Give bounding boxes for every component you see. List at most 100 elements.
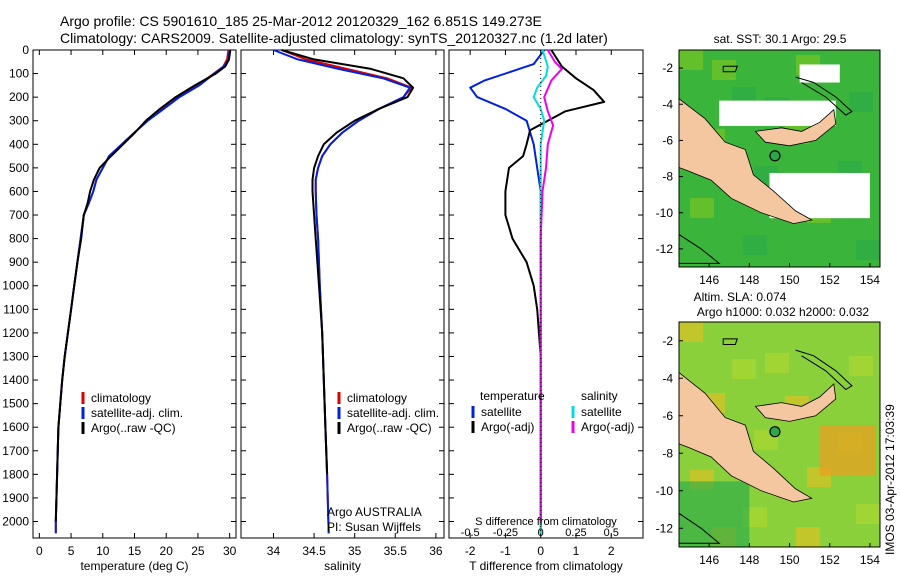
map-2-lon-label: 152 [820, 553, 840, 567]
float-pi-label: PI: Susan Wijffels [327, 520, 421, 534]
panel-2-xtick-label: 36 [429, 544, 443, 558]
legend-label: satellite [481, 405, 522, 419]
map-2-field-cell [679, 322, 703, 342]
legend-label: Argo(..raw -QC) [347, 421, 432, 435]
depth-tick-label: 0 [22, 43, 29, 57]
depth-tick-label: 100 [9, 67, 29, 81]
depth-tick-label: 1000 [2, 279, 29, 293]
panel-1-xtick-label: 20 [160, 544, 174, 558]
map-1-lat-label: -6 [662, 133, 673, 147]
panel-1-xtick-label: 25 [191, 544, 205, 558]
legend-label: satellite-adj. clim. [91, 406, 183, 420]
depth-tick-label: 1300 [2, 349, 29, 363]
map-1-lon-label: 152 [820, 273, 840, 287]
map-1-frame [678, 49, 881, 268]
panel-3-xtick-label: 0 [537, 544, 544, 558]
map-2-lon-label: 146 [699, 553, 719, 567]
depth-tick-label: 300 [9, 114, 29, 128]
depth-tick-label: 500 [9, 161, 29, 175]
float-program-label: Argo AUSTRALIA [327, 505, 422, 519]
map-2-low-sla-region [679, 481, 750, 547]
depth-tick-label: 600 [9, 184, 29, 198]
panel-1-xtick-label: 10 [96, 544, 110, 558]
legend-label: Argo(..raw -QC) [91, 421, 176, 435]
map-2-lon-label: 148 [739, 553, 759, 567]
depth-tick-label: 1500 [2, 397, 29, 411]
salinity-diff-tick-label: 0 [538, 527, 544, 539]
panel-2-xtick-label: 35.5 [384, 544, 408, 558]
map-1-lat-label: -12 [656, 242, 674, 256]
panel-1-xtick-label: 5 [68, 544, 75, 558]
depth-tick-label: 200 [9, 90, 29, 104]
depth-tick-label: 1200 [2, 326, 29, 340]
legend-header-temperature: temperature [480, 389, 545, 403]
panel-1-xlabel: temperature (deg C) [80, 559, 188, 573]
depth-tick-label: 1400 [2, 373, 29, 387]
depth-tick-label: 2000 [2, 514, 29, 528]
map-2-lon-label: 150 [780, 553, 800, 567]
depth-tick-label: 1700 [2, 444, 29, 458]
sla-map-subtitle: Argo h1000: 0.032 h2000: 0.032 [697, 305, 869, 319]
map-2-land-new-britain [754, 383, 837, 422]
panel-3-frame [448, 49, 644, 539]
legend-label: Argo(-adj) [581, 420, 634, 434]
map-1-coast-new-ireland [795, 76, 853, 116]
depth-tick-label: 700 [9, 208, 29, 222]
panel-1-xtick-label: 15 [128, 544, 142, 558]
map-2-field-cell [765, 353, 789, 373]
panel-2-series-line [281, 49, 415, 475]
salinity-diff-tick-label: -0.25 [493, 527, 518, 539]
map-2-field-cell [856, 504, 880, 524]
map-1-land-png [678, 97, 813, 225]
panel-2-xtick-label: 34.5 [302, 544, 326, 558]
depth-tick-label: 400 [9, 137, 29, 151]
map-2-lat-label: -8 [662, 446, 673, 460]
map-2-field-cell [732, 359, 756, 379]
panel-1-frame [32, 49, 237, 539]
depth-tick-label: 900 [9, 255, 29, 269]
legend-label: climatology [91, 391, 151, 405]
legend-header-salinity: salinity [581, 389, 618, 403]
map-1-lon-label: 146 [699, 273, 719, 287]
depth-tick-label: 1600 [2, 420, 29, 434]
sst-map-title: sat. SST: 30.1 Argo: 29.5 [714, 32, 847, 46]
depth-tick-label: 1100 [3, 302, 29, 316]
legend-label: satellite [581, 405, 622, 419]
map-2-lat-label: -2 [662, 334, 673, 348]
sla-map-title: Altim. SLA: 0.074 [694, 290, 787, 304]
map-2-field-cell [849, 356, 873, 376]
depth-tick-label: 1800 [2, 467, 29, 481]
map-1-lat-label: -8 [662, 170, 673, 184]
salinity-diff-tick-label: 0.5 [604, 527, 619, 539]
map-2-field-cell [796, 527, 820, 547]
panel-3-xtick-label: 1 [573, 544, 580, 558]
map-2-lat-label: -12 [656, 521, 674, 535]
map-2-lat-label: -4 [662, 371, 673, 385]
map-1-lon-label: 150 [780, 273, 800, 287]
panel-2-xlabel: salinity [324, 559, 361, 573]
map-1-lat-label: -2 [662, 61, 673, 75]
map-2-lat-label: -10 [656, 484, 674, 498]
map-2-coast-new-ireland [795, 349, 853, 391]
panel-3-xtick-label: -2 [465, 544, 476, 558]
map-1-field-cell [690, 198, 714, 218]
map-1-field-cell [679, 50, 703, 70]
map-1-field-cell [743, 235, 767, 255]
panel-3-series-line [504, 49, 606, 522]
legend-label: satellite-adj. clim. [347, 406, 439, 420]
map-1-field-cell [856, 240, 880, 260]
salinity-diff-tick-label: -0.5 [461, 527, 480, 539]
panel-3-xtick-label: 2 [608, 544, 615, 558]
salinity-diff-axis-label: S difference from climatology [475, 516, 617, 528]
map-1-lat-label: -10 [656, 206, 674, 220]
panel-1-series-line [54, 49, 232, 522]
map-1-lon-label: 154 [860, 273, 880, 287]
map-1-coast-australia [678, 233, 721, 264]
salinity-diff-tick-label: 0.25 [565, 527, 586, 539]
map-2-frame [678, 321, 881, 548]
map-2-lon-label: 154 [860, 553, 880, 567]
panel-1-xtick-label: 30 [223, 544, 237, 558]
map-2-lat-label: -6 [662, 409, 673, 423]
panel-1-xtick-label: 0 [36, 544, 43, 558]
map-1-land-new-britain [754, 108, 837, 147]
